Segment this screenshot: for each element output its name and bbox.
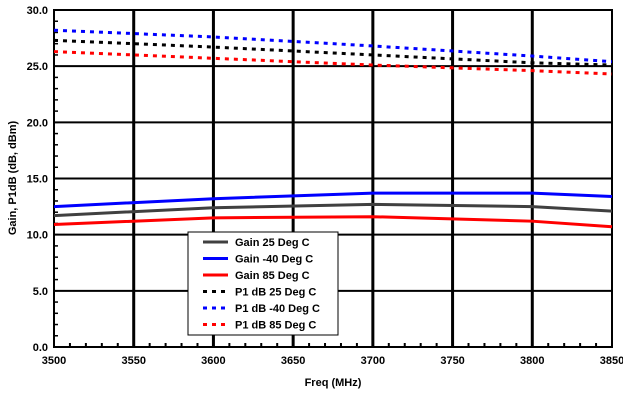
y-tick-label: 15.0 bbox=[27, 174, 48, 186]
y-tick-label: 10.0 bbox=[27, 230, 48, 242]
series-line-2 bbox=[53, 191, 613, 209]
series-line-4 bbox=[53, 38, 613, 67]
series-layer bbox=[53, 28, 613, 229]
legend: Gain 25 Deg C Gain -40 Deg C Gain 85 Deg C… bbox=[187, 231, 339, 336]
y-tick-label: 30.0 bbox=[27, 5, 48, 17]
x-tick-label: 3700 bbox=[361, 355, 385, 367]
series-line-6 bbox=[53, 50, 613, 76]
x-axis-title: Freq (MHz) bbox=[305, 377, 362, 389]
x-tick-label: 3500 bbox=[42, 355, 66, 367]
legend-label-2: Gain -40 Deg C bbox=[235, 254, 313, 266]
minor-ticks bbox=[53, 9, 613, 348]
legend-box bbox=[187, 231, 339, 336]
y-tick-label: 5.0 bbox=[33, 286, 48, 298]
x-tick-label: 3650 bbox=[281, 355, 305, 367]
y-tick-label: 0.0 bbox=[33, 342, 48, 354]
y-tick-label: 25.0 bbox=[27, 61, 48, 73]
y-axis-tick-labels: 0.0 5.0 10.0 15.0 20.0 25.0 30.0 bbox=[27, 5, 48, 354]
grid bbox=[54, 10, 612, 347]
x-tick-label: 3750 bbox=[440, 355, 464, 367]
x-tick-label: 3600 bbox=[201, 355, 225, 367]
series-line-1 bbox=[53, 202, 613, 218]
legend-label-4: P1 dB 25 Deg C bbox=[235, 287, 316, 299]
legend-label-3: Gain 85 Deg C bbox=[235, 270, 310, 282]
series-line-3 bbox=[53, 215, 613, 229]
x-tick-label: 3550 bbox=[121, 355, 145, 367]
series-line-5 bbox=[53, 28, 613, 64]
x-tick-label: 3850 bbox=[600, 355, 623, 367]
legend-label-1: Gain 25 Deg C bbox=[235, 237, 310, 249]
legend-label-6: P1 dB 85 Deg C bbox=[235, 320, 316, 332]
x-axis-tick-labels: 3500 3550 3600 3650 3700 3750 3800 3850 bbox=[42, 355, 623, 367]
y-tick-label: 20.0 bbox=[27, 117, 48, 129]
y-axis-title: Gain, P1dB (dB, dBm) bbox=[7, 121, 19, 236]
legend-label-5: P1 dB -40 Deg C bbox=[235, 303, 320, 315]
x-tick-label: 3800 bbox=[520, 355, 544, 367]
